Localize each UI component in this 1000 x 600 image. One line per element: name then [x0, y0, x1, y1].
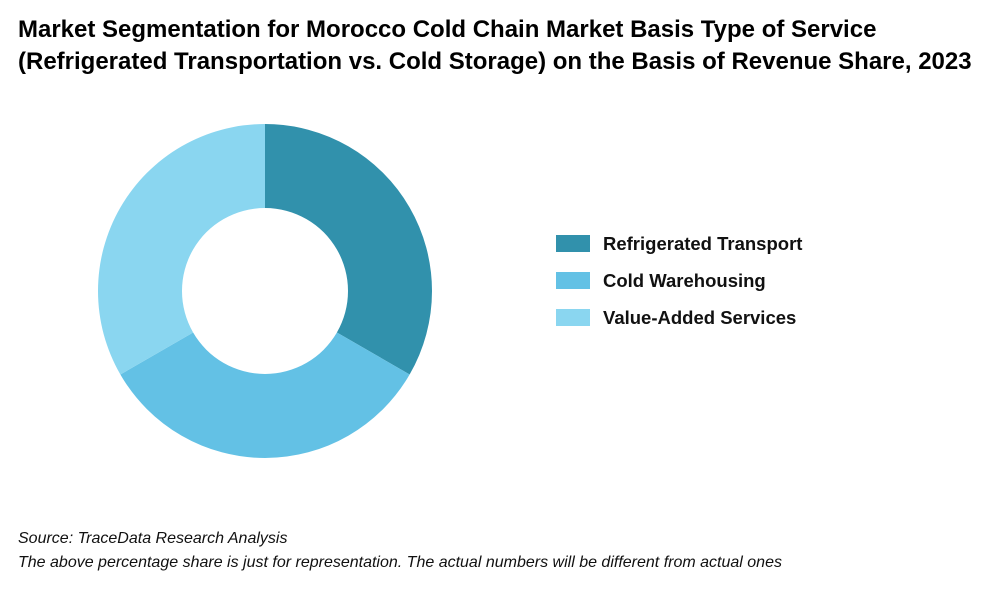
legend-swatch [556, 272, 590, 289]
legend-label: Refrigerated Transport [603, 232, 803, 254]
donut-slice-cold-warehousing [120, 332, 410, 459]
legend-swatch [556, 309, 590, 326]
legend-swatch [556, 235, 590, 252]
disclaimer-note: The above percentage share is just for r… [18, 554, 782, 571]
chart-footer: Source: TraceData Research Analysis The … [18, 527, 782, 575]
legend-item: Refrigerated Transport [556, 225, 802, 262]
legend-item: Cold Warehousing [556, 262, 802, 299]
legend-item: Value-Added Services [556, 299, 802, 336]
donut-slice-refrigerated-transport [265, 124, 433, 375]
legend-label: Value-Added Services [603, 306, 797, 328]
source-note: Source: TraceData Research Analysis [18, 530, 288, 547]
chart-legend: Refrigerated Transport Cold Warehousing Va… [556, 225, 802, 336]
chart-title: Market Segmentation for Morocco Cold Cha… [18, 16, 972, 75]
legend-label: Cold Warehousing [603, 269, 766, 291]
donut-slice-value-added-services [97, 124, 265, 375]
donut-slices [97, 124, 433, 459]
